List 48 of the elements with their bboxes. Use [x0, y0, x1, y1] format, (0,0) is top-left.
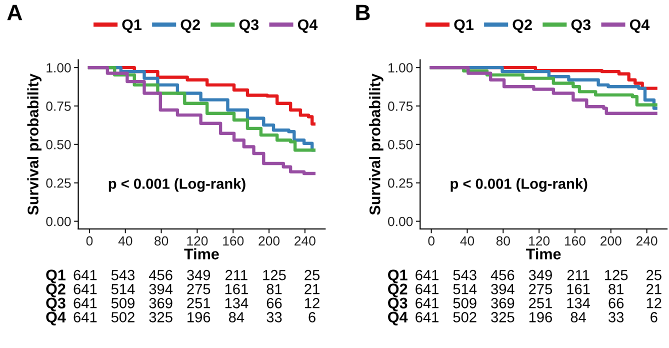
y-tick-label: 0.25: [46, 178, 71, 188]
x-tick-label: 120: [187, 236, 208, 246]
text: Q4 641 502 325 196 84 33 6: [388, 312, 658, 326]
text: Q4 641 502 325 196 84 33 6: [46, 312, 316, 326]
y-tick-label: 0.50: [46, 140, 71, 150]
legend-label: Q4: [298, 19, 318, 33]
y-tick-label: 0.00: [46, 216, 71, 226]
chart-title: B: [356, 4, 370, 20]
text: Q1 641 543 456 349 211 125 25: [388, 270, 662, 284]
x-tick-label: 0: [428, 236, 435, 246]
y-tick-label: 0.75: [46, 102, 71, 111]
x-tick-label: 160: [564, 236, 586, 246]
legend-label: Q1: [122, 19, 142, 33]
text: Q2 641 514 394 275 161 81 21: [46, 284, 320, 298]
y-tick-label: 0.50: [388, 140, 413, 150]
text: Q1 641 543 456 349 211 125 25: [46, 270, 320, 284]
y-axis-title: Survival probability: [369, 74, 384, 215]
annotation: p < 0.001 (Log-rank): [450, 178, 588, 192]
y-tick-label: 0.75: [388, 102, 413, 111]
text: Q2 641 514 394 275 161 81 21: [388, 284, 662, 298]
x-axis-title: Time: [526, 248, 561, 260]
y-tick-label: 0.25: [388, 178, 413, 188]
x-tick-label: 40: [460, 236, 474, 246]
y-axis-title: Survival probability: [27, 74, 42, 215]
x-tick-label: 200: [600, 236, 622, 246]
x-tick-label: 240: [636, 236, 658, 246]
legend-label: Q3: [571, 19, 591, 33]
y-tick-label: 1.00: [46, 63, 71, 72]
y-tick-label: 1.00: [388, 63, 413, 72]
x-axis-title: Time: [184, 248, 219, 260]
legend-label: Q2: [180, 19, 200, 33]
legend-label: Q2: [512, 19, 532, 33]
x-tick-label: 40: [118, 236, 132, 246]
y-tick-label: 0.00: [388, 216, 413, 226]
legend-label: Q1: [454, 19, 474, 33]
x-tick-label: 240: [294, 236, 316, 246]
text: Q3 641 509 369 251 134 66 12: [46, 298, 320, 312]
chart-title: A: [7, 4, 22, 20]
x-tick-label: 80: [154, 236, 168, 246]
x-tick-label: 200: [258, 236, 280, 246]
text: Q3 641 509 369 251 134 66 12: [388, 298, 662, 312]
annotation: p < 0.001 (Log-rank): [108, 178, 246, 192]
x-tick-label: 80: [496, 236, 510, 246]
x-tick-label: 160: [223, 236, 244, 246]
x-tick-label: 0: [86, 236, 93, 246]
legend-label: Q3: [239, 19, 259, 33]
legend-label: Q4: [630, 19, 650, 33]
x-tick-label: 120: [529, 236, 550, 246]
